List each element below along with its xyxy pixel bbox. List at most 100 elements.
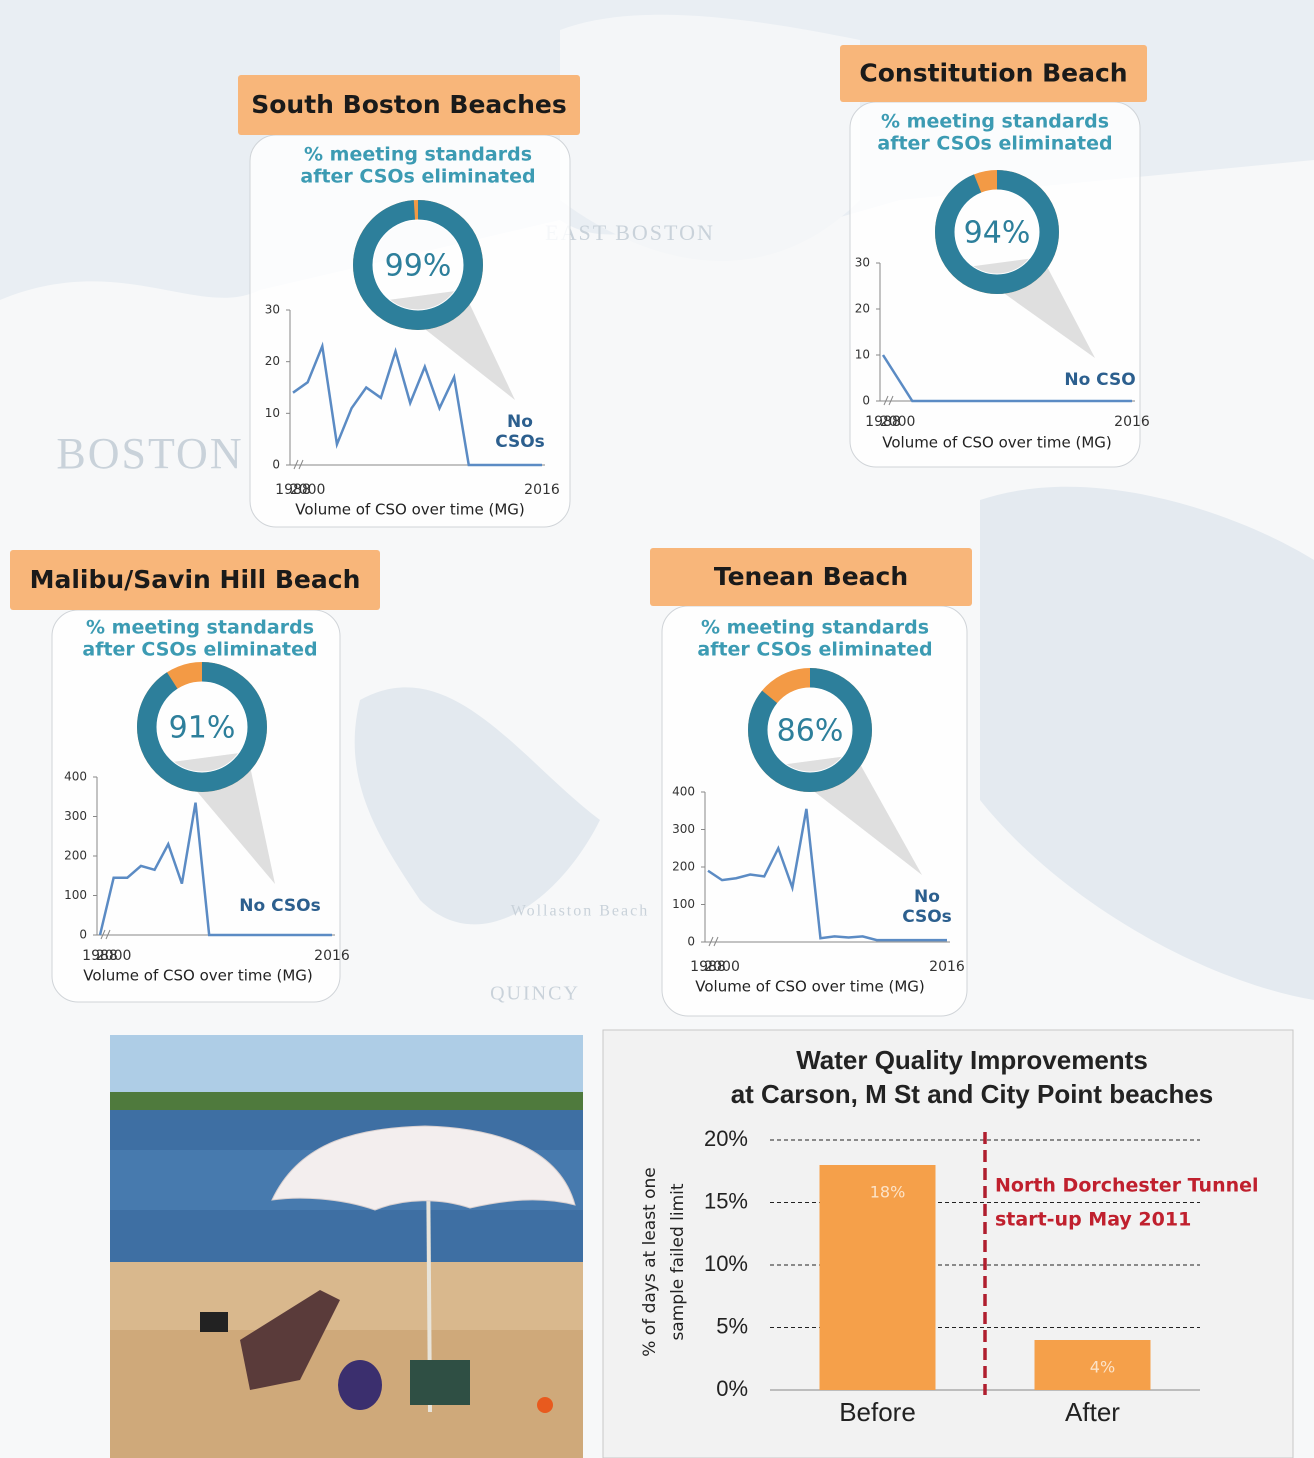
map-water [980, 486, 1314, 1000]
donut-segment [137, 662, 267, 792]
annotation: North Dorchester Tunnel [995, 1175, 1259, 1197]
y-tick-label: 30 [265, 303, 280, 317]
panel-card [249, 134, 571, 528]
donut-segment [935, 170, 1059, 294]
x-tick-label: 2000 [880, 414, 916, 430]
y-axis-label: sample failed limit [668, 1183, 688, 1340]
panel-subtitle: after CSOs eliminated [82, 639, 317, 661]
y-tick-label: 5% [716, 1313, 748, 1338]
cso-line [292, 341, 542, 467]
chart-title: at Carson, M St and City Point beaches [731, 1079, 1214, 1109]
map-label: Wollaston Beach [511, 903, 649, 920]
map-land [560, 14, 860, 261]
panel-subtitle: after CSOs eliminated [300, 166, 535, 188]
panel-title-box [840, 45, 1147, 102]
y-tick-label: 300 [672, 822, 695, 836]
x-axis-label: Volume of CSO over time (MG) [295, 501, 525, 519]
x-tick-label: 1988 [275, 482, 311, 498]
donut-gap [767, 687, 853, 773]
donut-gap [372, 219, 464, 311]
x-tick-label: 2016 [1114, 414, 1150, 430]
panel-title: South Boston Beaches [251, 90, 567, 119]
map-water [354, 687, 600, 925]
donut-gap [156, 681, 248, 773]
y-tick-label: 200 [64, 849, 87, 863]
y-tick-label: 100 [672, 897, 695, 911]
donut-label: 91% [169, 711, 236, 746]
map-label: BOSTON [56, 429, 243, 478]
axis-break [708, 936, 719, 947]
panel-subtitle: % meeting standards [304, 144, 532, 166]
bar [819, 1165, 936, 1390]
y-tick-label: 30 [855, 256, 870, 270]
y-tick-label: 10 [855, 348, 870, 362]
value-label: 4% [1090, 1358, 1115, 1377]
bar [1034, 1340, 1151, 1390]
annotation: No [507, 412, 533, 432]
y-tick-label: 200 [672, 860, 695, 874]
map-label: EAST BOSTON [545, 220, 715, 245]
axis-break [100, 929, 111, 940]
panel-subtitle: % meeting standards [86, 617, 314, 639]
annotation: start-up May 2011 [995, 1209, 1191, 1231]
y-tick-label: 100 [64, 888, 87, 902]
donut-label: 86% [777, 714, 844, 749]
y-tick-label: 0 [687, 935, 695, 949]
x-tick-label: Before [839, 1397, 916, 1427]
x-tick-label: 2000 [96, 948, 132, 964]
panel-title-box [238, 75, 580, 135]
annotation: CSOs [902, 907, 952, 927]
x-axis-label: Volume of CSO over time (MG) [83, 967, 313, 985]
cso-line [707, 808, 947, 942]
y-tick-label: 0 [79, 928, 87, 942]
donut-gap [954, 189, 1040, 275]
x-tick-label: 2000 [704, 959, 740, 975]
axis-break [293, 459, 304, 470]
panel-subtitle: after CSOs eliminated [877, 133, 1112, 155]
x-tick-label: After [1065, 1397, 1120, 1427]
x-tick-label: 2000 [290, 482, 326, 498]
panel-title-box [650, 548, 972, 606]
panel-title: Malibu/Savin Hill Beach [30, 565, 361, 594]
donut-segment [353, 200, 483, 330]
x-tick-label: 2016 [929, 959, 965, 975]
annotation: No [914, 887, 940, 907]
y-axis-label: % of days at least one [640, 1167, 660, 1357]
panel-title-box [10, 550, 380, 610]
y-tick-label: 20 [265, 354, 280, 368]
panel-card [661, 605, 968, 1017]
y-tick-label: 400 [64, 770, 87, 784]
x-tick-label: 2016 [314, 948, 350, 964]
cso-line [98, 802, 332, 937]
donut-segment [748, 668, 872, 792]
annotation: CSOs [495, 432, 545, 452]
panel-subtitle: % meeting standards [701, 617, 929, 639]
y-tick-label: 10 [265, 406, 280, 420]
x-tick-label: 1988 [690, 959, 726, 975]
x-tick-label: 1988 [82, 948, 118, 964]
y-tick-label: 0% [716, 1376, 748, 1401]
panel-title: Tenean Beach [714, 562, 908, 591]
y-tick-label: 10% [704, 1251, 748, 1276]
y-tick-label: 400 [672, 785, 695, 799]
bar-chart-frame [602, 1029, 1294, 1458]
cso-line [881, 354, 1132, 403]
y-tick-label: 20 [855, 302, 870, 316]
beach-photo [110, 1035, 583, 1458]
panel-title: Constitution Beach [859, 59, 1127, 88]
y-tick-label: 0 [862, 394, 870, 408]
y-tick-label: 300 [64, 809, 87, 823]
value-label: 18% [870, 1183, 906, 1202]
axis-break [883, 395, 894, 406]
x-tick-label: 2016 [524, 482, 560, 498]
annotation: No CSOs [239, 896, 320, 916]
y-tick-label: 15% [704, 1188, 748, 1213]
donut-label: 99% [385, 249, 452, 284]
y-tick-label: 0 [272, 458, 280, 472]
panel-subtitle: after CSOs eliminated [697, 639, 932, 661]
x-axis-label: Volume of CSO over time (MG) [882, 434, 1112, 452]
y-tick-label: 20% [704, 1126, 748, 1151]
panel-subtitle: % meeting standards [881, 111, 1109, 133]
x-axis-label: Volume of CSO over time (MG) [695, 978, 925, 996]
